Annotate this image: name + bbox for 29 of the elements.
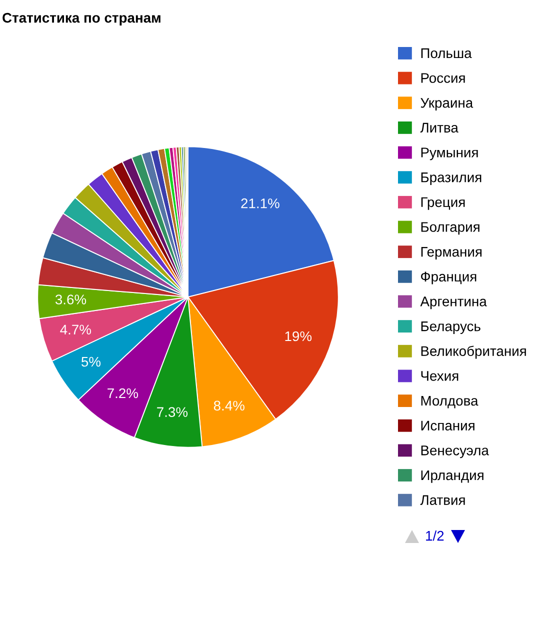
legend-label: Греция <box>421 197 465 210</box>
legend-label: Польша <box>421 48 472 58</box>
legend-label: Венесуэла <box>421 446 489 458</box>
legend-label: Болгария <box>421 222 480 235</box>
data-label: 7.2% <box>108 388 138 398</box>
data-label: 4.7% <box>60 324 91 334</box>
legend-label: Украина <box>420 98 474 111</box>
legend-label: Бразилия <box>421 172 482 185</box>
legend-label: Испания <box>421 420 474 431</box>
legend-label: Германия <box>421 247 482 260</box>
legend-label: Ирландия <box>421 470 484 483</box>
legend-label: Молдова <box>421 396 478 408</box>
legend-label: Франция <box>421 272 476 284</box>
legend-label: Чехия <box>421 371 458 381</box>
data-label: 5% <box>81 356 101 367</box>
data-label: 21.1% <box>241 198 280 208</box>
legend-label: Латвия <box>420 495 465 505</box>
legend-label: Аргентина <box>420 296 487 310</box>
legend-label: Румыния <box>421 148 478 160</box>
text: 1/2 <box>426 530 444 541</box>
data-label: 7.3% <box>157 407 188 417</box>
legend-label: Великобритания <box>421 346 526 359</box>
data-label: 8.4% <box>214 400 244 411</box>
legend-label: Беларусь <box>421 322 480 334</box>
data-label: 19% <box>285 331 312 342</box>
legend-label: Литва <box>420 122 458 133</box>
legend-label: Россия <box>421 73 465 83</box>
chart-title: Статистика по странам <box>2 12 160 26</box>
data-label: 3.6% <box>55 294 86 304</box>
